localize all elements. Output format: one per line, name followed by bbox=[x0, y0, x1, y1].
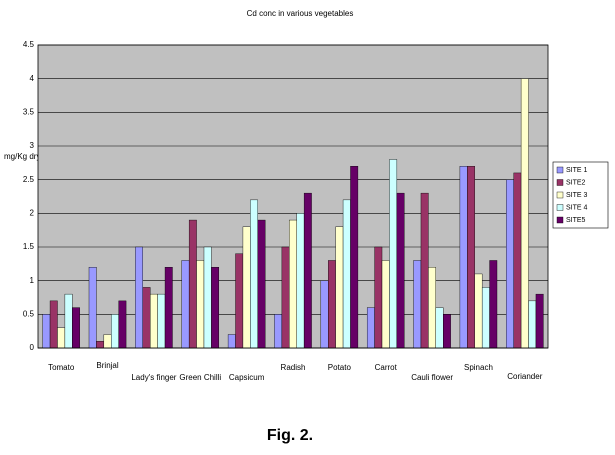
bar bbox=[320, 280, 329, 349]
bar bbox=[366, 307, 375, 349]
bar bbox=[49, 300, 58, 349]
x-tick-label: Radish bbox=[281, 363, 306, 372]
bar bbox=[88, 267, 97, 349]
bar bbox=[157, 293, 166, 349]
bar bbox=[181, 260, 190, 349]
bar bbox=[413, 260, 422, 349]
bar bbox=[103, 334, 112, 349]
bar bbox=[235, 253, 244, 349]
bar bbox=[274, 314, 283, 349]
bar bbox=[435, 307, 444, 349]
bar bbox=[142, 287, 151, 349]
bar bbox=[428, 267, 436, 349]
bar bbox=[164, 267, 173, 349]
x-tick-label: Cauli flower bbox=[411, 373, 453, 382]
bar bbox=[328, 260, 336, 349]
x-tick-label: Lady's finger bbox=[131, 373, 176, 382]
x-tick-label: Green Chilli bbox=[179, 373, 221, 382]
legend-label: SITE 1 bbox=[566, 167, 588, 174]
bar bbox=[474, 273, 483, 349]
caption: Fig. 2. bbox=[267, 427, 313, 444]
y-tick-label: 1 bbox=[30, 276, 35, 285]
bar bbox=[513, 172, 522, 349]
y-tick-label: 2.5 bbox=[23, 175, 35, 184]
bar bbox=[257, 219, 266, 349]
y-tick-label: 4.5 bbox=[23, 40, 35, 49]
bar bbox=[374, 246, 383, 349]
y-tick-label: 3.5 bbox=[23, 107, 35, 116]
legend-swatch bbox=[556, 179, 564, 186]
legend-swatch bbox=[556, 191, 564, 199]
y-tick-label: 1.5 bbox=[23, 242, 35, 251]
bar bbox=[506, 179, 514, 349]
bar bbox=[188, 219, 197, 349]
bar bbox=[303, 192, 312, 349]
bar bbox=[196, 260, 205, 349]
legend-label: SITE2 bbox=[566, 179, 586, 186]
bar bbox=[281, 246, 290, 349]
bar bbox=[296, 213, 305, 349]
x-tick-label: Spinach bbox=[464, 363, 493, 372]
bar bbox=[335, 226, 344, 349]
x-tick-label: Tomato bbox=[48, 363, 75, 372]
x-tick-label: Potato bbox=[328, 363, 352, 372]
y-tick-label: 0.5 bbox=[23, 309, 35, 318]
bar bbox=[420, 192, 429, 349]
bar bbox=[118, 300, 127, 349]
bar bbox=[64, 293, 73, 349]
bar bbox=[520, 78, 529, 349]
bar bbox=[149, 293, 158, 349]
legend-swatch bbox=[556, 166, 564, 174]
x-tick-label: Coriander bbox=[507, 372, 542, 381]
y-tick-label: 4 bbox=[30, 74, 35, 83]
bar bbox=[535, 293, 544, 349]
chart-title: Cd conc in various vegetables bbox=[247, 9, 354, 18]
bar bbox=[381, 260, 390, 349]
bar bbox=[289, 219, 297, 349]
y-tick-label: 3 bbox=[30, 141, 35, 150]
legend-label: SITE5 bbox=[566, 217, 586, 224]
bar bbox=[250, 199, 258, 349]
bar bbox=[467, 165, 475, 349]
bar bbox=[211, 267, 220, 349]
bar bbox=[227, 334, 236, 349]
bar bbox=[57, 327, 66, 349]
legend-label: SITE 3 bbox=[566, 192, 588, 199]
bar bbox=[42, 314, 51, 349]
legend-swatch bbox=[556, 216, 564, 224]
bar bbox=[350, 165, 359, 349]
bar bbox=[481, 287, 490, 349]
bar bbox=[96, 341, 105, 349]
x-tick-label: Carrot bbox=[375, 363, 398, 372]
bar bbox=[443, 314, 451, 349]
bar bbox=[459, 165, 468, 349]
bar bbox=[242, 226, 251, 349]
bar bbox=[72, 307, 80, 349]
x-tick-label: Capsicum bbox=[229, 373, 265, 382]
y-tick-label: 0 bbox=[30, 343, 35, 352]
y-tick-label: 2 bbox=[30, 208, 35, 217]
y-axis-label: mg/Kg dry weight bbox=[4, 152, 67, 161]
bar bbox=[135, 246, 143, 349]
bar bbox=[203, 246, 212, 349]
bar bbox=[342, 199, 351, 349]
legend-swatch bbox=[556, 204, 564, 211]
bar bbox=[389, 159, 398, 349]
x-tick-label: Brinjal bbox=[96, 361, 118, 370]
bar bbox=[528, 300, 537, 349]
bar bbox=[396, 192, 405, 349]
legend-label: SITE 4 bbox=[566, 204, 588, 211]
bar bbox=[489, 260, 498, 349]
bar bbox=[111, 314, 119, 349]
